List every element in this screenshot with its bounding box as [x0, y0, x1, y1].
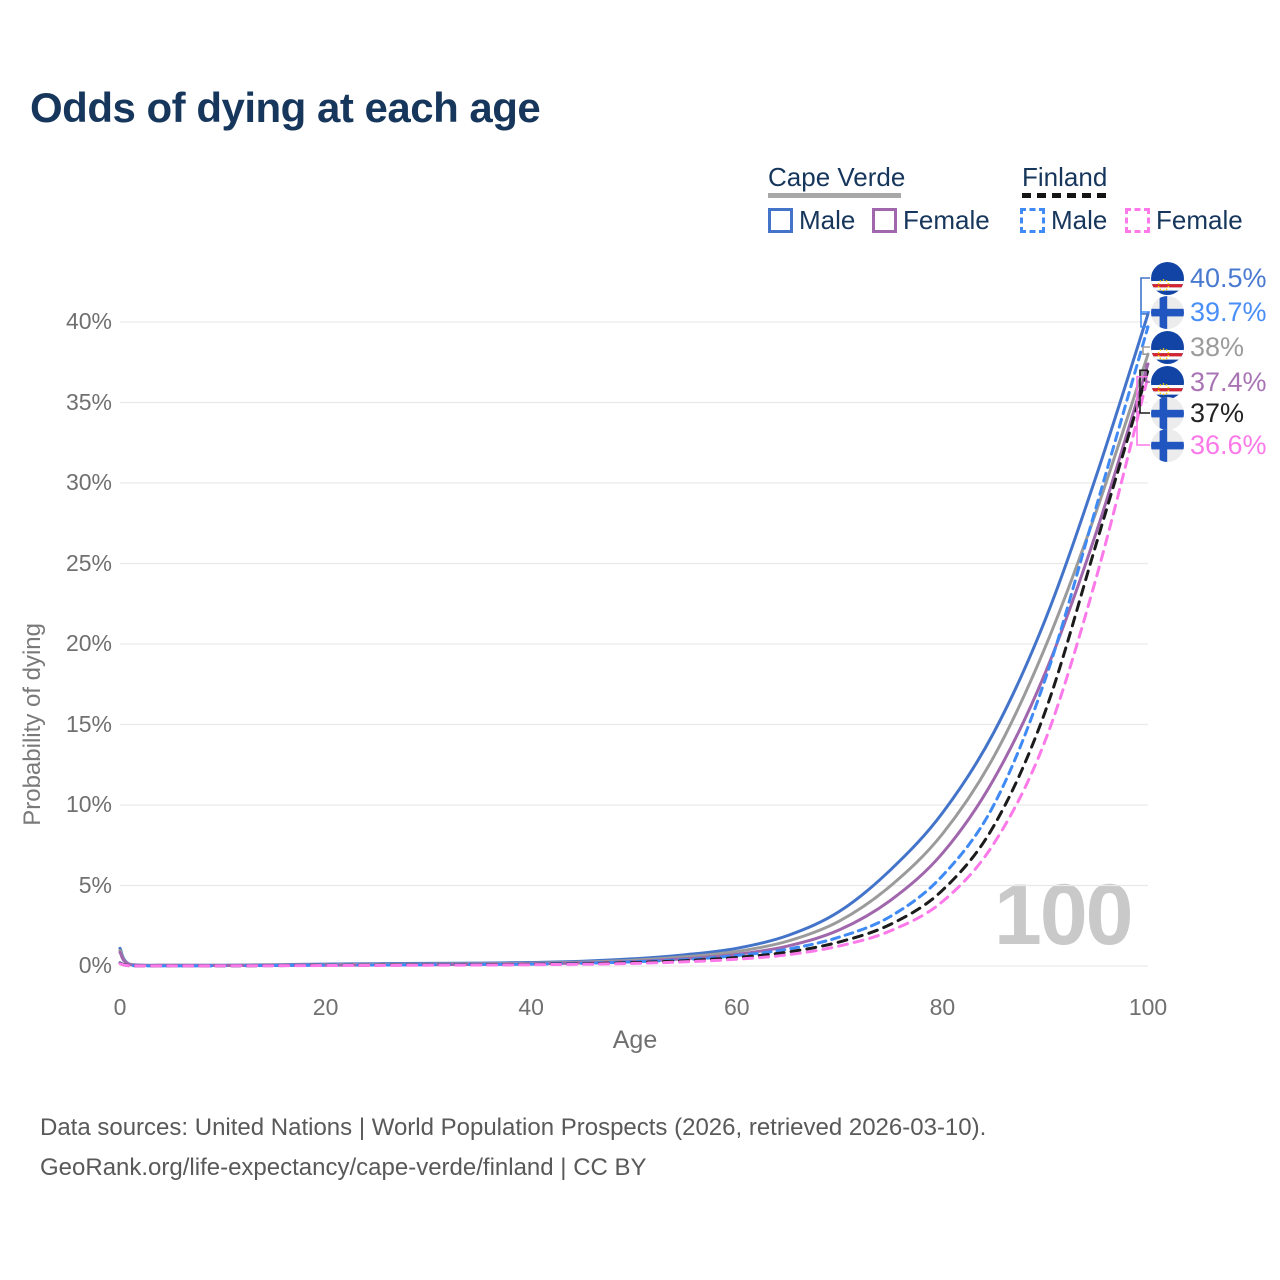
- cape-verde-flag-icon: [1151, 331, 1184, 364]
- cape-verde-male-swatch-icon: [768, 208, 793, 233]
- x-axis-title: Age: [612, 1026, 658, 1054]
- leader-line: [1140, 311, 1150, 328]
- end-label-value: 37.4%: [1190, 367, 1267, 397]
- leader-line: [1139, 369, 1150, 414]
- finland-flag-icon: [1151, 397, 1184, 430]
- finland-flag-icon: [1151, 296, 1184, 329]
- leader-line: [1136, 375, 1150, 446]
- cape-verde-flag-icon: [1151, 262, 1184, 295]
- y-tick-label: 30%: [65, 469, 112, 495]
- legend-item-cape-verde-female[interactable]: Female: [872, 205, 990, 236]
- x-tick-label: 0: [113, 994, 127, 1020]
- age-indicator: 100: [994, 867, 1133, 963]
- legend-item-finland-male[interactable]: Male: [1020, 205, 1107, 236]
- legend-item-label: Male: [799, 205, 856, 235]
- finland-male-swatch-icon: [1020, 208, 1045, 233]
- series-line-cape-verde-female[interactable]: [118, 362, 1150, 967]
- leader-line: [1142, 346, 1150, 355]
- legend-group-cape-verde[interactable]: Cape Verde: [768, 162, 906, 192]
- y-tick-label: 35%: [65, 388, 112, 415]
- end-label-cape-verde-total: 38%: [1151, 331, 1244, 364]
- end-label-finland-male: 39.7%: [1151, 296, 1267, 329]
- end-label-value: 36.6%: [1190, 430, 1267, 460]
- end-label-cape-verde-male: 40.5%: [1151, 262, 1267, 295]
- series-line-cape-verde-total[interactable]: [118, 352, 1150, 967]
- series-line-finland-male[interactable]: [118, 325, 1150, 968]
- legend-item-cape-verde-male[interactable]: Male: [768, 205, 855, 236]
- y-tick-label: 0%: [78, 952, 112, 978]
- end-label-value: 38%: [1190, 332, 1245, 362]
- x-tick-label: 20: [312, 994, 339, 1020]
- chart-title: Odds of dying at each age: [30, 84, 541, 131]
- leader-line: [1140, 277, 1150, 315]
- finland-dashed-line-swatch: [1022, 193, 1107, 198]
- y-tick-label: 10%: [65, 791, 112, 817]
- finland-female-swatch-icon: [1125, 208, 1150, 233]
- cape-verde-female-swatch-icon: [872, 208, 897, 233]
- y-tick-label: 40%: [65, 308, 112, 334]
- x-tick-label: 60: [724, 994, 750, 1020]
- y-tick-label: 25%: [65, 549, 112, 576]
- series-line-cape-verde-male[interactable]: [118, 312, 1150, 967]
- y-tick-label: 15%: [65, 710, 112, 737]
- x-tick-label: 100: [1128, 994, 1168, 1020]
- series-line-finland-female[interactable]: [118, 375, 1150, 968]
- legend-group-finland[interactable]: Finland: [1022, 162, 1108, 192]
- cape-verde-flag-icon: [1151, 366, 1184, 399]
- legend-item-label: Male: [1051, 205, 1108, 235]
- y-tick-label: 5%: [78, 871, 112, 898]
- data-sources-text: Data sources: United Nations | World Pop…: [40, 1114, 987, 1141]
- legend-item-label: Female: [903, 205, 990, 235]
- end-label-value: 37%: [1190, 398, 1245, 428]
- leader-line: [1145, 363, 1150, 383]
- legend-item-label: Female: [1156, 205, 1243, 235]
- end-label-finland-female: 36.6%: [1151, 429, 1267, 462]
- attribution-text: GeoRank.org/life-expectancy/cape-verde/f…: [40, 1154, 647, 1181]
- series-line-finland-total[interactable]: [118, 368, 1150, 968]
- x-tick-label: 80: [929, 994, 956, 1020]
- footer: Data sources: United Nations | World Pop…: [40, 1108, 986, 1188]
- x-tick-label: 40: [518, 994, 544, 1020]
- cape-verde-solid-line-swatch: [768, 193, 901, 198]
- end-label-value: 40.5%: [1190, 263, 1267, 293]
- end-label-value: 39.7%: [1190, 297, 1267, 327]
- end-label-cape-verde-female: 37.4%: [1151, 366, 1267, 399]
- finland-flag-icon: [1151, 429, 1184, 462]
- legend-item-finland-female[interactable]: Female: [1125, 205, 1243, 236]
- end-label-finland-total: 37%: [1151, 397, 1244, 430]
- y-tick-label: 20%: [65, 630, 112, 656]
